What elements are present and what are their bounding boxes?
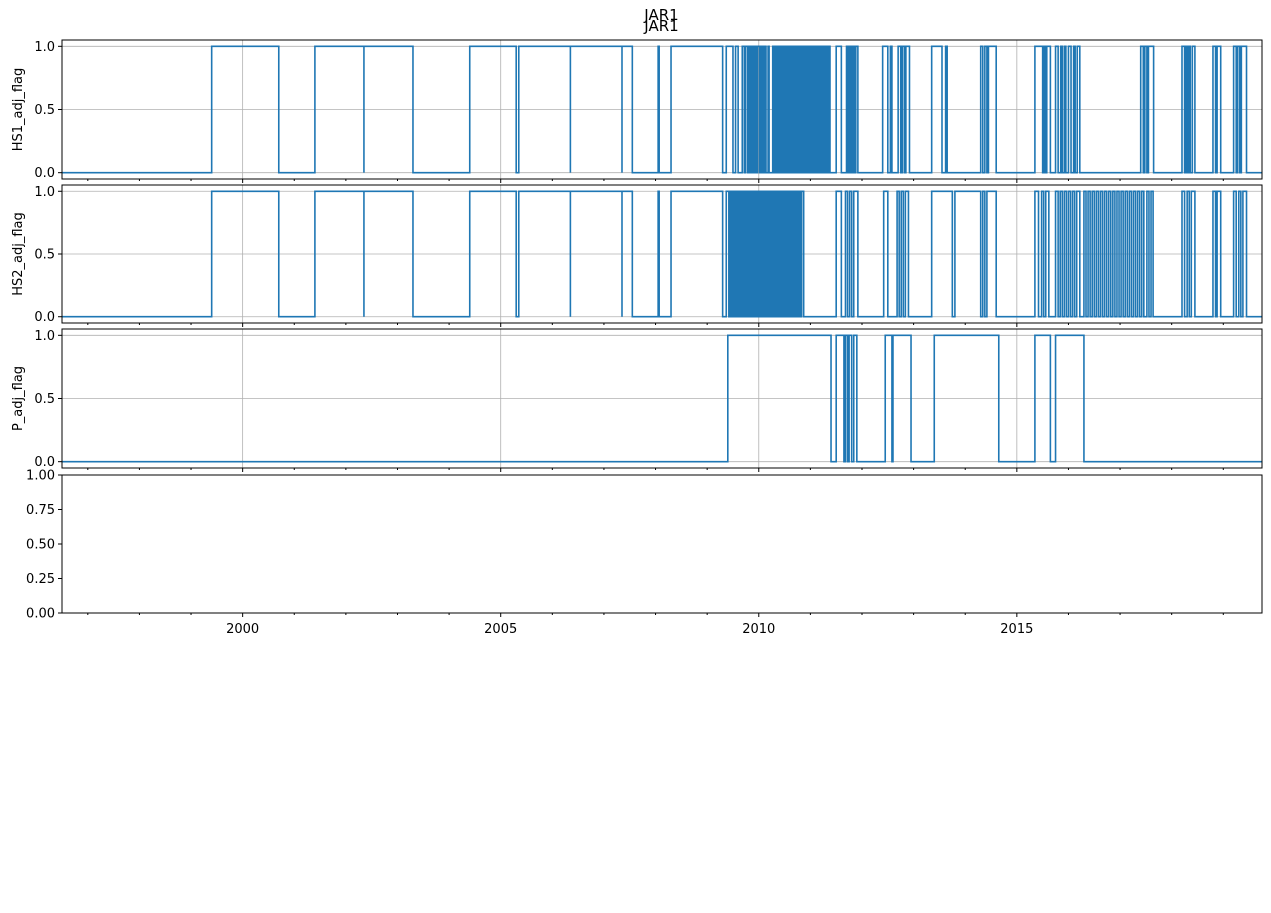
y-tick-label: 1.00 (26, 469, 55, 484)
x-tick-label: 2010 (742, 622, 775, 637)
y-axis-label: HS2_adj_flag (11, 212, 26, 296)
y-tick-label: 0.5 (34, 248, 55, 263)
axes-frame (61, 474, 1263, 614)
y-tick-label: 0.5 (34, 103, 55, 118)
y-tick-label: 0.50 (26, 538, 55, 553)
series-line-2 (62, 190, 1262, 318)
y-tick-label: 0.5 (34, 392, 55, 407)
y-tick-label: 1.0 (34, 185, 55, 200)
x-tick-label: 2000 (226, 622, 259, 637)
y-tick-label: 0.0 (34, 166, 55, 181)
figure-suptitle: JAR1 (644, 6, 679, 24)
y-tick-label: 0.00 (26, 607, 55, 622)
series-line-3 (62, 334, 1262, 463)
y-tick-label: 1.0 (34, 329, 55, 344)
y-tick-label: 0.0 (34, 455, 55, 470)
y-tick-label: 1.0 (34, 40, 55, 55)
y-tick-label: 0.25 (26, 572, 55, 587)
figure-title: JAR1 (644, 17, 679, 35)
x-tick-label: 2015 (1000, 622, 1033, 637)
y-axis-label: P_adj_flag (11, 366, 26, 431)
y-tick-label: 0.75 (26, 503, 55, 518)
x-tick-label: 2005 (484, 622, 517, 637)
y-axis-label: HS1_adj_flag (11, 68, 26, 152)
series-line-1 (62, 45, 1262, 174)
y-tick-label: 0.0 (34, 310, 55, 325)
